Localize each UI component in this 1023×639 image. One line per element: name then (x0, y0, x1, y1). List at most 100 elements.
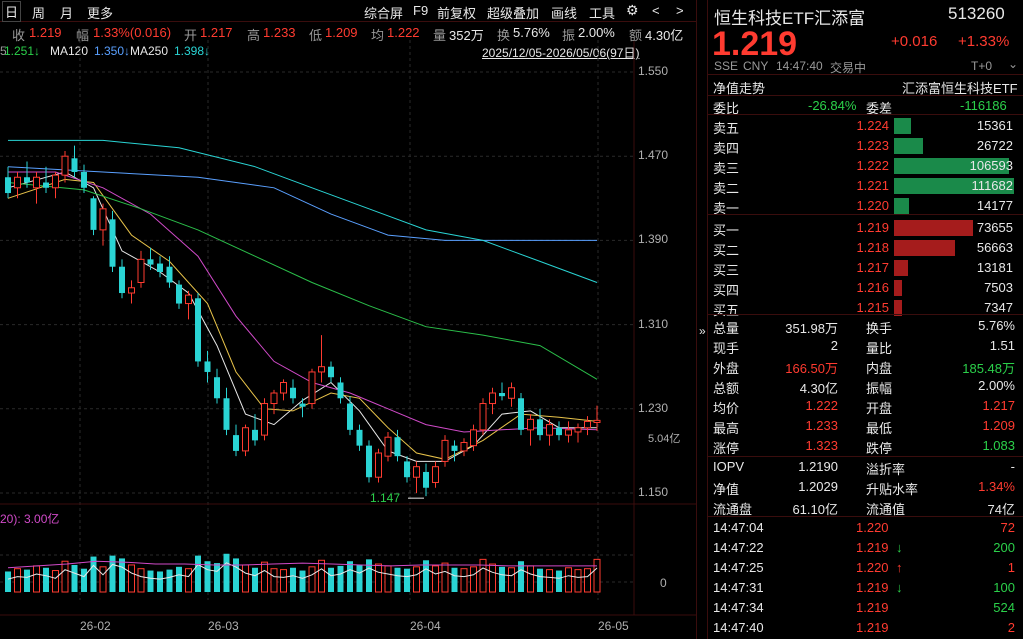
bid-row[interactable]: 买五 1.215 7347 (708, 298, 1023, 318)
ask-row[interactable]: 卖二 1.221 111682 (708, 176, 1023, 196)
ask-row[interactable]: 卖一 1.220 14177 (708, 196, 1023, 216)
candle-body (299, 403, 306, 407)
candle-body (366, 445, 372, 478)
candle-body (61, 155, 69, 176)
book-price: 1.217 (856, 260, 889, 275)
candle-body (479, 403, 487, 431)
expand-icon[interactable]: ⌄ (1008, 57, 1019, 71)
volume-bar (489, 563, 496, 593)
tick-row: 14:47:25 1.220 ↑ 1 (708, 558, 1023, 578)
fund-code: 513260 (948, 4, 1005, 23)
candle-body (5, 177, 11, 194)
fund-name: 恒生科技ETF汇添富 (714, 9, 866, 28)
volume-bar (5, 571, 11, 592)
candle-body (441, 439, 449, 462)
volume-bar (413, 566, 420, 593)
candle-body (375, 452, 382, 478)
volume-axis-bottom: 0 (660, 576, 667, 590)
price-change: +0.016 (891, 33, 938, 50)
tick-time: 14:47:22 (713, 540, 764, 555)
volume-bar (14, 568, 21, 593)
volume-axis-top: 5.04亿 (648, 433, 681, 445)
bid-row[interactable]: 买四 1.216 7503 (708, 278, 1023, 298)
nav-trend-link[interactable]: 净值走势 (713, 81, 766, 96)
down-arrow-icon: ↓ (896, 580, 903, 595)
period-week-btn[interactable]: 周 (32, 6, 46, 21)
volume-bar (574, 569, 582, 593)
composite-screen-button[interactable]: 综合屏 (364, 6, 404, 21)
ask-row[interactable]: 卖五 1.224 15361 (708, 116, 1023, 136)
bid-row[interactable]: 买一 1.219 73655 (708, 218, 1023, 238)
etf-stats-row: 净值 1.2029 升贴水率 1.34% (708, 477, 1023, 497)
candle-body (157, 263, 163, 272)
candle-body (147, 259, 154, 265)
price-axis-label: 1.310 (638, 316, 669, 331)
volume-bar (356, 564, 363, 592)
stat-label: 现手 (713, 341, 740, 356)
candle-body (14, 176, 21, 189)
stat-value: 1.51 (989, 338, 1015, 353)
volume-bar (166, 569, 173, 592)
ma5-prefix: 5 (0, 44, 7, 58)
stat-value: 1.323 (805, 438, 838, 453)
stat-value: 1.233 (805, 418, 838, 433)
overlay-button[interactable]: 超级叠加 (487, 6, 540, 21)
period-month-btn[interactable]: 月 (60, 6, 74, 21)
stat-label: 换手 (866, 321, 893, 336)
volume-bar (537, 568, 543, 592)
etf-stat-label: 流通盘 (713, 502, 753, 517)
volume-bar (233, 558, 239, 592)
more-btn[interactable]: 更多 (87, 6, 114, 21)
tick-volume: 100 (993, 580, 1015, 595)
price-axis-label: 1.550 (638, 64, 669, 78)
collapse-arrow-icon[interactable]: » (699, 324, 706, 338)
date-axis-label: 26-03 (208, 619, 239, 633)
depth-bar (894, 260, 909, 276)
bid-row[interactable]: 买三 1.217 13181 (708, 258, 1023, 278)
volume-bar (71, 564, 78, 592)
volume-bar (195, 555, 201, 592)
candle-body (223, 398, 230, 430)
volume-ma5-line (7, 562, 598, 580)
period-day-tab-btn[interactable]: 日 (2, 1, 22, 22)
book-volume: 56663 (976, 240, 1013, 255)
candle-body (24, 177, 30, 183)
candle-body (404, 461, 410, 478)
down-arrow-icon: ↓ (896, 540, 903, 555)
book-volume: 15361 (976, 118, 1013, 133)
adjust-button[interactable]: 前复权 (437, 6, 477, 21)
volume-bar (499, 566, 505, 592)
stat-value: 2.00% (978, 378, 1015, 393)
book-price: 1.222 (856, 158, 889, 173)
date-axis-label: 26-04 (410, 619, 441, 633)
tick-price: 1.219 (856, 600, 889, 615)
book-level-label: 卖五 (713, 121, 740, 136)
stat-label: 振幅 (866, 381, 893, 396)
ask-row[interactable]: 卖四 1.223 26722 (708, 136, 1023, 156)
candle-body (451, 445, 458, 451)
bid-row[interactable]: 买二 1.218 56663 (708, 238, 1023, 258)
candle-body (242, 427, 249, 452)
volume-bar (214, 563, 220, 592)
date-range[interactable]: 2025/12/05-2026/05/06(97日) (482, 46, 640, 60)
tools-button[interactable]: 工具 (589, 6, 616, 21)
stats-row: 现手 2 量比 1.51 (708, 336, 1023, 356)
ma120-value: 1.350↓ (94, 44, 131, 58)
ask-row[interactable]: 卖三 1.222 106593 (708, 156, 1023, 176)
volume-bar (204, 561, 211, 592)
next-arrow-icon[interactable]: > (676, 3, 684, 18)
draw-line-button[interactable]: 画线 (551, 6, 578, 21)
candle-body (195, 298, 201, 362)
volume-bar (99, 566, 107, 593)
price-axis-label: 1.150 (638, 485, 669, 499)
volume-bar (375, 563, 382, 593)
settings-gear-icon[interactable]: ⚙ (626, 2, 639, 18)
book-price: 1.218 (856, 240, 889, 255)
book-volume: 111682 (971, 178, 1013, 193)
price-chart[interactable]: 1.147 (0, 40, 696, 639)
volume-bar (441, 562, 449, 593)
volume-bar (384, 565, 392, 593)
prev-arrow-icon[interactable]: < (652, 3, 660, 18)
tick-time: 14:47:04 (713, 520, 764, 535)
f9-button[interactable]: F9 (413, 3, 429, 18)
